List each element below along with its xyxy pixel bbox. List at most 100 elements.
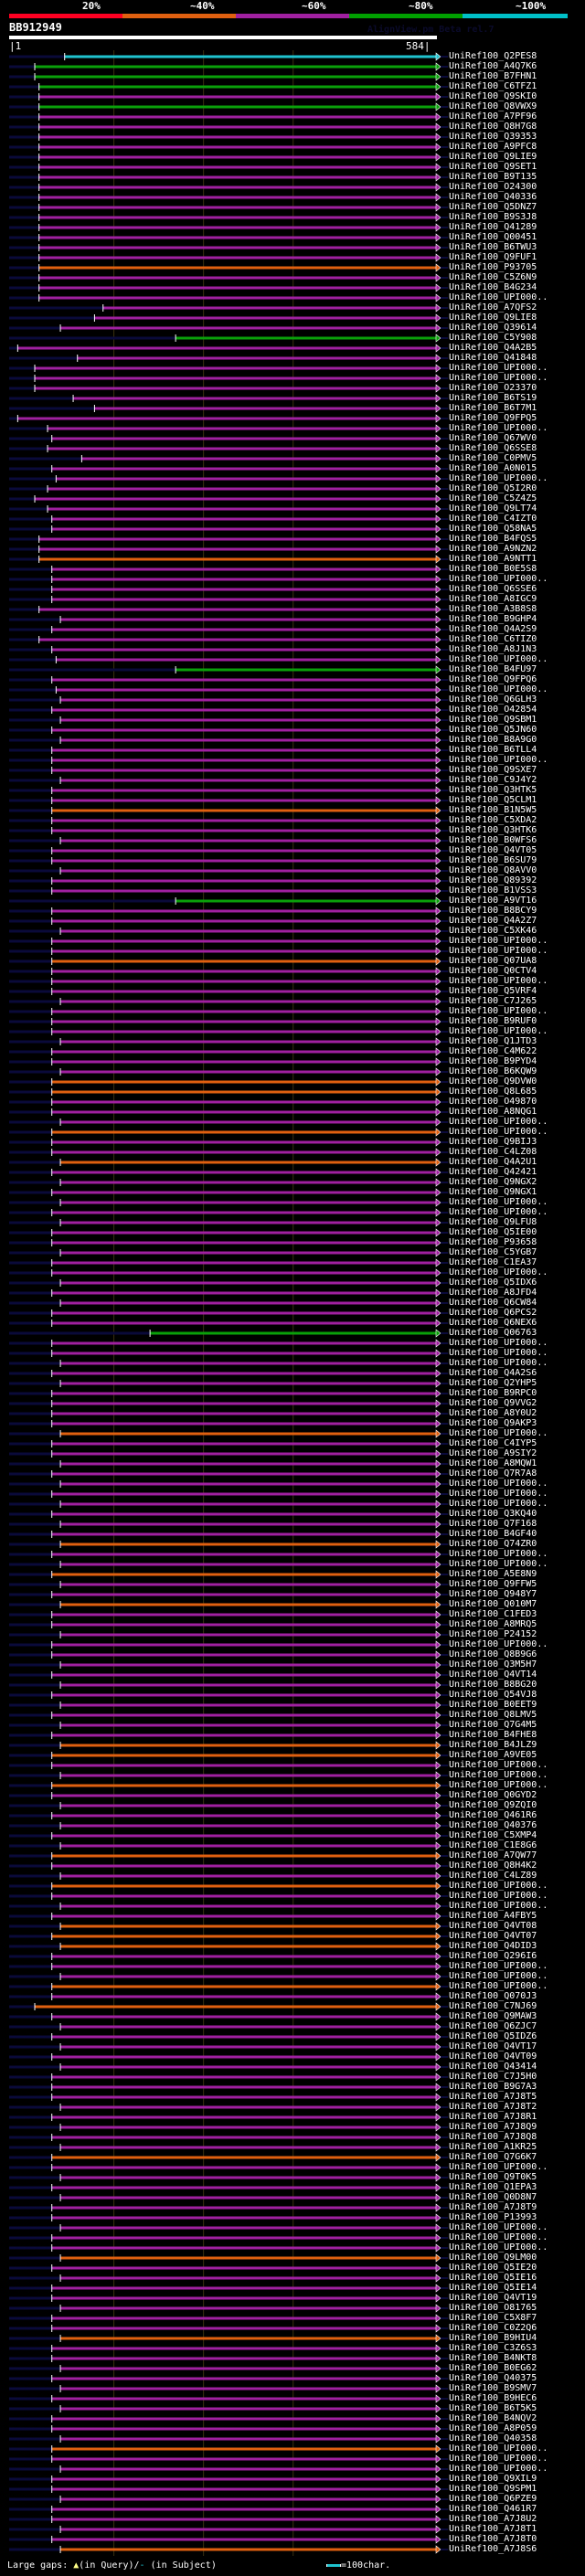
hit-label[interactable]: UniRef100_UPI000.. (449, 2222, 548, 2232)
hit-label[interactable]: UniRef100_C5Y908 (449, 333, 537, 343)
hit-label[interactable]: UniRef100_UPI000.. (449, 1207, 548, 1217)
hit-label[interactable]: UniRef100_Q07UA8 (449, 956, 537, 966)
hit-label[interactable]: UniRef100_Q4VT14 (449, 1670, 537, 1680)
hit-label[interactable]: UniRef100_Q40336 (449, 192, 537, 202)
hit-label[interactable]: UniRef100_Q5CLM1 (449, 795, 537, 805)
hit-label[interactable]: UniRef100_Q9AKP3 (449, 1418, 537, 1428)
hit-label[interactable]: UniRef100_Q1JTD3 (449, 1036, 537, 1046)
hit-label[interactable]: UniRef100_A9NTT1 (449, 554, 537, 564)
hit-label[interactable]: UniRef100_Q461R7 (449, 2504, 537, 2514)
hit-label[interactable]: UniRef100_A1KR25 (449, 2142, 537, 2152)
hit-label[interactable]: UniRef100_A8MRQ5 (449, 1619, 537, 1629)
hit-label[interactable]: UniRef100_Q4A2B5 (449, 343, 537, 353)
hit-label[interactable]: UniRef100_Q9SKI0 (449, 91, 537, 101)
hit-label[interactable]: UniRef100_UPI000.. (449, 936, 548, 946)
hit-label[interactable]: UniRef100_C4M622 (449, 1046, 537, 1056)
hit-label[interactable]: UniRef100_A7QW77 (449, 1850, 537, 1860)
hit-label[interactable]: UniRef100_UPI000.. (449, 1479, 548, 1489)
hit-label[interactable]: UniRef100_Q9SXE7 (449, 765, 537, 775)
hit-label[interactable]: UniRef100_B4NQV2 (449, 2413, 537, 2423)
hit-label[interactable]: UniRef100_A7J8T1 (449, 2524, 537, 2534)
hit-label[interactable]: UniRef100_Q41848 (449, 353, 537, 363)
hit-label[interactable]: UniRef100_B0WFS6 (449, 835, 537, 845)
hit-label[interactable]: UniRef100_Q9VVG2 (449, 1398, 537, 1408)
hit-label[interactable]: UniRef100_Q41289 (449, 222, 537, 232)
hit-label[interactable]: UniRef100_Q7G4M5 (449, 1720, 537, 1730)
hit-label[interactable]: UniRef100_Q4A2S9 (449, 624, 537, 634)
hit-label[interactable]: UniRef100_B6T5K5 (449, 2403, 537, 2413)
hit-label[interactable]: UniRef100_B9T135 (449, 172, 537, 182)
hit-label[interactable]: UniRef100_Q2YHP5 (449, 1378, 537, 1388)
hit-label[interactable]: UniRef100_O81765 (449, 2303, 537, 2313)
hit-label[interactable]: UniRef100_UPI000.. (449, 1197, 548, 1207)
hit-label[interactable]: UniRef100_B6SU79 (449, 855, 537, 865)
hit-label[interactable]: UniRef100_O23370 (449, 383, 537, 393)
hit-label[interactable]: UniRef100_Q8LMV5 (449, 1710, 537, 1720)
hit-label[interactable]: UniRef100_Q5IDX6 (449, 1277, 537, 1288)
hit-label[interactable]: UniRef100_B9RPC0 (449, 1388, 537, 1398)
hit-label[interactable]: UniRef100_Q7F168 (449, 1519, 537, 1529)
hit-label[interactable]: UniRef100_Q9FPQ5 (449, 413, 537, 423)
hit-label[interactable]: UniRef100_P93658 (449, 1237, 537, 1247)
hit-label[interactable]: UniRef100_UPI000.. (449, 1901, 548, 1911)
hit-label[interactable]: UniRef100_UPI000.. (449, 2454, 548, 2464)
hit-label[interactable]: UniRef100_UPI000.. (449, 2464, 548, 2474)
hit-label[interactable]: UniRef100_Q43414 (449, 2062, 537, 2072)
hit-label[interactable]: UniRef100_Q0CTV4 (449, 966, 537, 976)
hit-label[interactable]: UniRef100_Q9DVW0 (449, 1076, 537, 1087)
hit-label[interactable]: UniRef100_B4NKT8 (449, 2353, 537, 2363)
hit-label[interactable]: UniRef100_B4JLZ9 (449, 1740, 537, 1750)
hit-label[interactable]: UniRef100_Q8H7G8 (449, 122, 537, 132)
hit-label[interactable]: UniRef100_C1EA37 (449, 1257, 537, 1267)
hit-label[interactable]: UniRef100_A7J8T9 (449, 2202, 537, 2212)
hit-label[interactable]: UniRef100_Q461R6 (449, 1810, 537, 1820)
hit-label[interactable]: UniRef100_A4Q7K6 (449, 61, 537, 71)
hit-label[interactable]: UniRef100_Q6SSE8 (449, 443, 537, 453)
hit-label[interactable]: UniRef100_B9SMV7 (449, 2383, 537, 2393)
hit-label[interactable]: UniRef100_Q40358 (449, 2433, 537, 2443)
hit-label[interactable]: UniRef100_UPI000.. (449, 292, 548, 302)
hit-label[interactable]: UniRef100_UPI000.. (449, 2162, 548, 2172)
hit-label[interactable]: UniRef100_Q5JN60 (449, 725, 537, 735)
hit-label[interactable]: UniRef100_Q1EPA3 (449, 2182, 537, 2192)
hit-label[interactable]: UniRef100_Q5DNZ7 (449, 202, 537, 212)
hit-label[interactable]: UniRef100_Q8AVV0 (449, 865, 537, 875)
hit-label[interactable]: UniRef100_Q6ZJC7 (449, 2021, 537, 2031)
hit-label[interactable]: UniRef100_Q67WV0 (449, 433, 537, 443)
hit-label[interactable]: UniRef100_UPI000.. (449, 1881, 548, 1891)
hit-label[interactable]: UniRef100_Q3HTK6 (449, 825, 537, 835)
hit-label[interactable]: UniRef100_Q8VWX9 (449, 101, 537, 111)
hit-label[interactable]: UniRef100_Q00451 (449, 232, 537, 242)
hit-label[interactable]: UniRef100_C1E8G6 (449, 1840, 537, 1850)
hit-label[interactable]: UniRef100_A7J8R1 (449, 2112, 537, 2122)
hit-label[interactable]: UniRef100_UPI000.. (449, 1891, 548, 1901)
hit-label[interactable]: UniRef100_A5E8N9 (449, 1569, 537, 1579)
hit-label[interactable]: UniRef100_UPI000.. (449, 1267, 548, 1277)
hit-label[interactable]: UniRef100_Q6PZE9 (449, 2494, 537, 2504)
hit-label[interactable]: UniRef100_C5XMP4 (449, 1830, 537, 1840)
hit-label[interactable]: UniRef100_C4LZ08 (449, 1147, 537, 1157)
hit-label[interactable]: UniRef100_Q9LIE8 (449, 313, 537, 323)
hit-label[interactable]: UniRef100_Q9SPM1 (449, 2484, 537, 2494)
hit-label[interactable]: UniRef100_Q296I6 (449, 1951, 537, 1961)
hit-label[interactable]: UniRef100_Q9SET1 (449, 162, 537, 172)
hit-label[interactable]: UniRef100_B4G234 (449, 282, 537, 292)
hit-label[interactable]: UniRef100_Q4VT07 (449, 1931, 537, 1941)
hit-label[interactable]: UniRef100_C3Z6S3 (449, 2343, 537, 2353)
hit-label[interactable]: UniRef100_A7J8U2 (449, 2514, 537, 2524)
hit-label[interactable]: UniRef100_C4LZ89 (449, 1871, 537, 1881)
hit-label[interactable]: UniRef100_Q7G6K7 (449, 2152, 537, 2162)
hit-label[interactable]: UniRef100_B9G7A3 (449, 2082, 537, 2092)
hit-label[interactable]: UniRef100_Q58NA5 (449, 524, 537, 534)
hit-label[interactable]: UniRef100_B6TWU3 (449, 242, 537, 252)
hit-label[interactable]: UniRef100_Q4VT19 (449, 2293, 537, 2303)
hit-label[interactable]: UniRef100_B9GHP4 (449, 614, 537, 624)
hit-label[interactable]: UniRef100_Q7R7A8 (449, 1468, 537, 1479)
hit-label[interactable]: UniRef100_Q9LFU8 (449, 1217, 537, 1227)
hit-label[interactable]: UniRef100_UPI000.. (449, 1338, 548, 1348)
hit-label[interactable]: UniRef100_UPI000.. (449, 1489, 548, 1499)
hit-label[interactable]: UniRef100_UPI000.. (449, 1348, 548, 1358)
hit-label[interactable]: UniRef100_Q4VT05 (449, 845, 537, 855)
hit-label[interactable]: UniRef100_Q4DID3 (449, 1941, 537, 1951)
hit-label[interactable]: UniRef100_UPI000.. (449, 1006, 548, 1016)
